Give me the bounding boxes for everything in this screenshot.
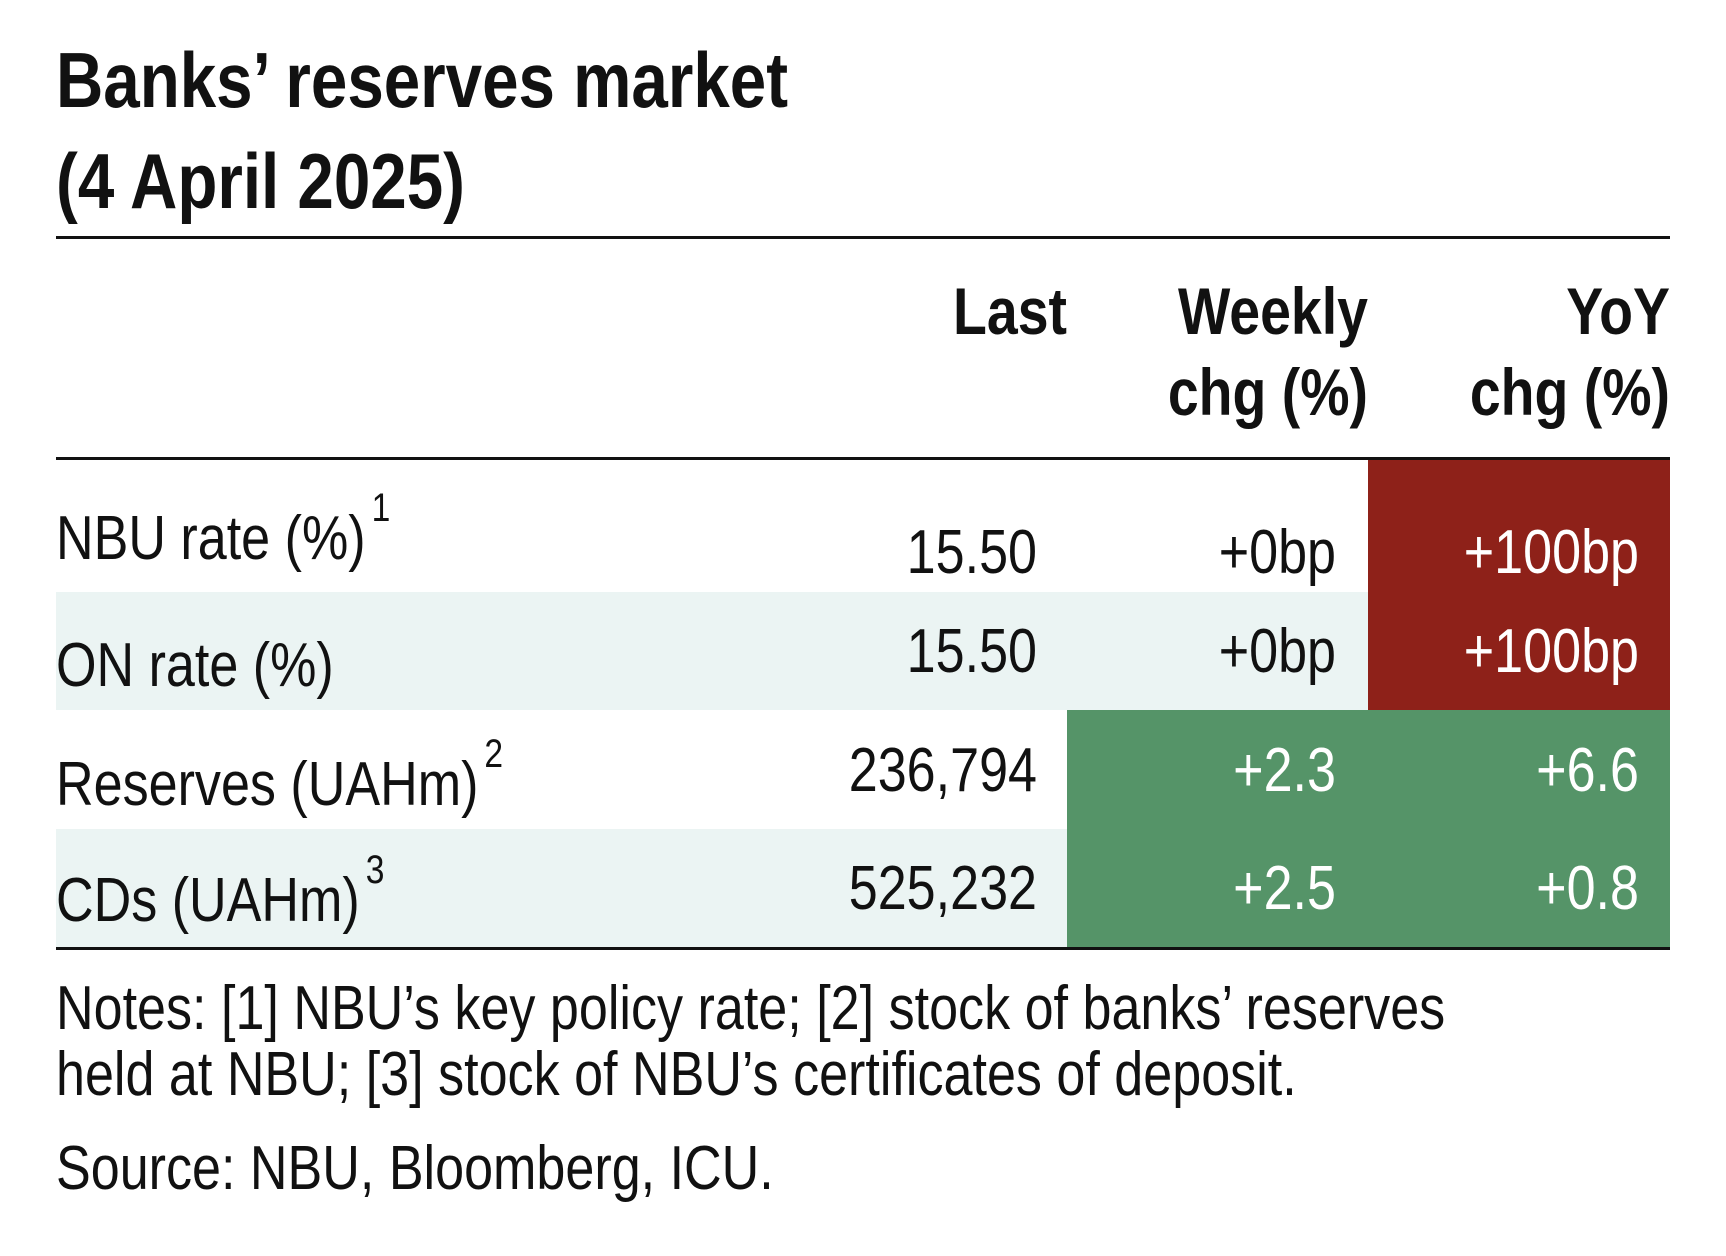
cell-value: 236,794	[849, 736, 1037, 805]
cell-value: 15.50	[907, 617, 1037, 686]
cell-value: +0.8	[1536, 854, 1639, 923]
cell-value: +0bp	[1219, 617, 1336, 686]
column-header: Last	[953, 274, 1067, 348]
note: held at NBU; [3] stock of NBU’s certific…	[56, 1040, 1297, 1109]
footnote-ref: 3	[366, 847, 385, 891]
cell-value: +2.3	[1233, 736, 1336, 805]
row-label: NBU rate (%)	[56, 504, 366, 573]
cell-value: +100bp	[1464, 518, 1639, 587]
title: (4 April 2025)	[56, 139, 465, 226]
cell-value: 15.50	[907, 518, 1037, 587]
rule	[56, 947, 1670, 950]
cell-fill	[1368, 460, 1670, 592]
cell-value: +100bp	[1464, 617, 1639, 686]
cell-value: +0bp	[1219, 518, 1336, 587]
footnote-ref: 1	[372, 485, 391, 529]
column-header: Weekly	[1178, 274, 1368, 348]
cell-value: 525,232	[849, 854, 1037, 923]
row-label: ON rate (%)	[56, 631, 334, 700]
source: Source: NBU, Bloomberg, ICU.	[56, 1134, 774, 1203]
cell-fill	[1067, 710, 1368, 829]
column-header: YoY	[1566, 274, 1670, 348]
cell-fill	[1368, 592, 1670, 710]
column-header: chg (%)	[1168, 355, 1368, 429]
cell-fill	[1067, 829, 1368, 948]
cell-fill	[1368, 710, 1670, 829]
rule	[56, 236, 1670, 239]
cell-value: +2.5	[1233, 854, 1336, 923]
row-label: CDs (UAHm)	[56, 866, 360, 935]
footnote-ref: 2	[484, 731, 503, 775]
rule	[56, 457, 1670, 460]
row-label: Reserves (UAHm)	[56, 750, 478, 819]
column-header: chg (%)	[1470, 355, 1670, 429]
note: Notes: [1] NBU’s key policy rate; [2] st…	[56, 974, 1445, 1043]
cell-fill	[1368, 829, 1670, 948]
cell-value: +6.6	[1536, 736, 1639, 805]
title: Banks’ reserves market	[56, 38, 788, 125]
